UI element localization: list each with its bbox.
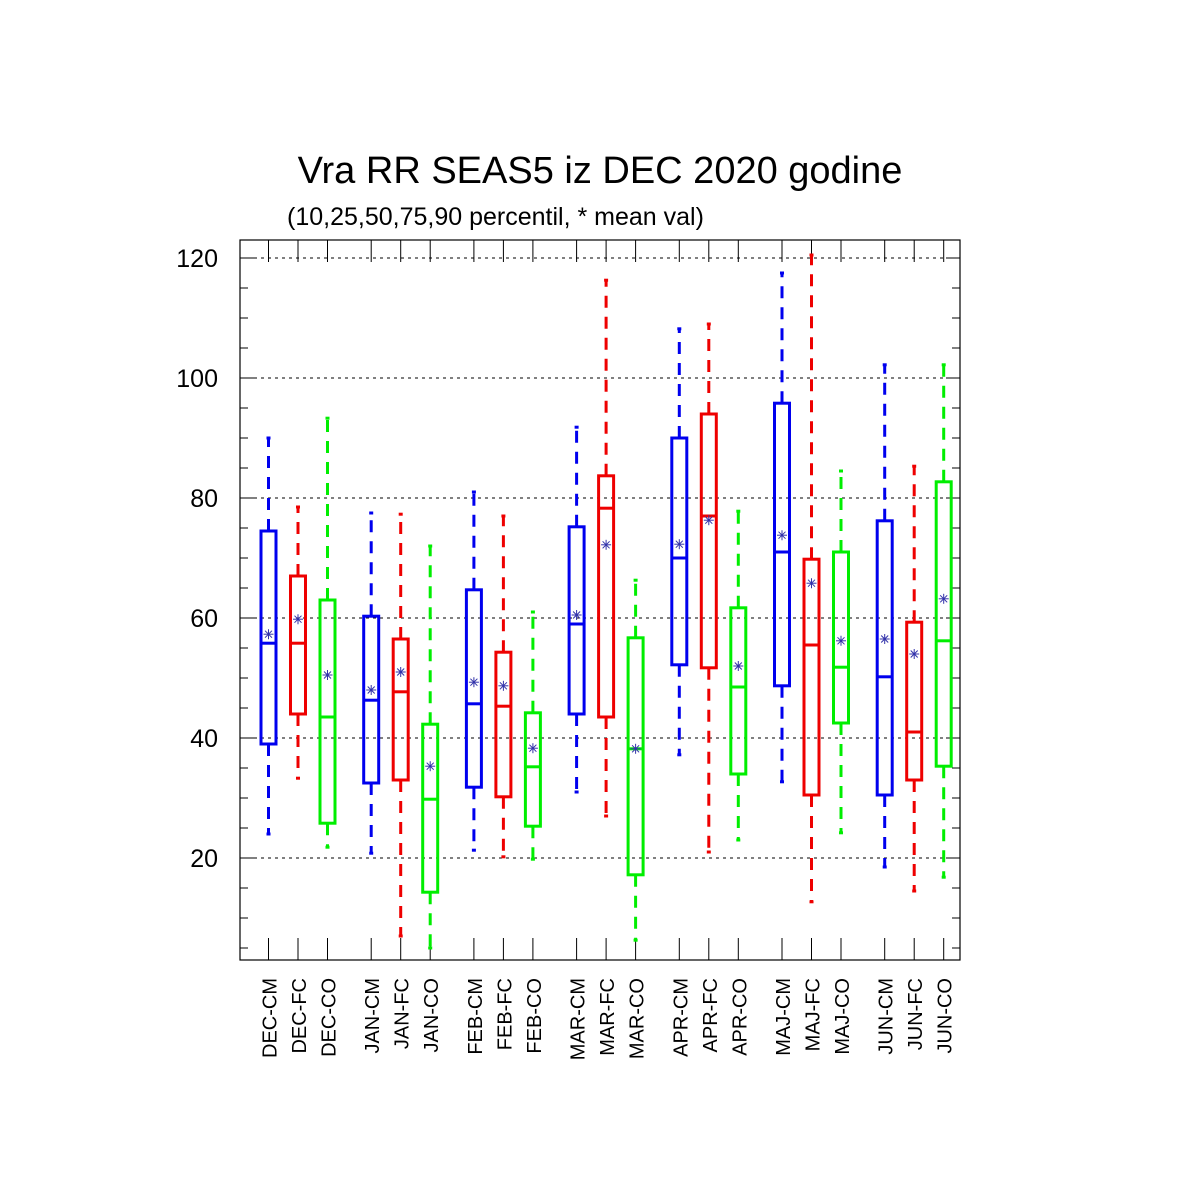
x-tick-label: MAR-CM	[568, 978, 590, 1060]
jan-fc-mean-marker	[396, 668, 405, 676]
mar-cm-mean-marker	[572, 611, 581, 619]
x-tick-label: MAJ-FC	[803, 978, 825, 1051]
x-tick-label: APR-CM	[670, 978, 692, 1057]
y-tick-label: 100	[176, 365, 218, 393]
feb-fc-box	[494, 650, 513, 799]
apr-cm-box	[670, 436, 689, 667]
y-tick-label: 40	[190, 725, 218, 753]
y-tick-label: 60	[190, 605, 218, 633]
dec-co-box	[318, 598, 337, 825]
dec-co-mean-marker	[323, 671, 332, 679]
jan-fc-box	[391, 637, 410, 782]
jun-cm-box	[875, 519, 894, 797]
mar-fc-mean-marker	[602, 540, 610, 549]
apr-fc-box	[699, 412, 718, 670]
feb-cm-box	[464, 588, 483, 789]
jan-co-mean-marker	[426, 762, 435, 771]
apr-cm-mean-marker	[675, 540, 684, 549]
x-tick-label: FEB-CM	[465, 978, 487, 1055]
apr-co-mean-marker	[734, 662, 743, 670]
chart-subtitle: (10,25,50,75,90 percentil, * mean val)	[287, 203, 704, 231]
jun-fc-box	[905, 620, 924, 782]
jun-co-box	[934, 480, 953, 768]
jan-cm-mean-marker	[367, 686, 376, 694]
maj-fc-mean-marker	[807, 579, 816, 588]
x-tick-label: DEC-CO	[319, 978, 341, 1057]
jan-co-box	[421, 722, 440, 894]
jun-cm-mean-marker	[880, 635, 889, 643]
x-tick-label: MAR-CO	[627, 978, 649, 1059]
feb-co-box	[523, 711, 542, 828]
maj-cm-mean-marker	[778, 531, 786, 540]
feb-cm-mean-marker	[470, 678, 478, 687]
x-tick-label: JUN-FC	[905, 978, 927, 1050]
x-tick-label: JAN-CO	[421, 978, 443, 1052]
maj-cm-box	[773, 401, 791, 688]
x-tick-label: JAN-CM	[362, 978, 384, 1054]
chart-title: Vra RR SEAS5 iz DEC 2020 godine	[297, 150, 903, 192]
y-tick-label: 120	[176, 245, 218, 273]
dec-cm-mean-marker	[264, 630, 273, 639]
maj-co-box	[832, 550, 850, 725]
jun-co-mean-marker	[939, 594, 948, 603]
x-tick-label: DEC-CM	[260, 978, 282, 1058]
maj-co-mean-marker	[837, 636, 845, 645]
mar-cm-box	[567, 525, 586, 716]
feb-co-mean-marker	[529, 744, 537, 753]
x-tick-label: APR-FC	[700, 978, 722, 1052]
y-tick-label: 80	[190, 485, 218, 513]
x-tick-label: JUN-CM	[876, 978, 898, 1055]
x-tick-label: JUN-CO	[935, 978, 957, 1054]
x-tick-label: MAJ-CO	[832, 978, 854, 1055]
x-tick-label: MAJ-CM	[773, 978, 795, 1056]
x-tick-label: APR-CO	[729, 978, 751, 1056]
mar-co-box	[626, 636, 645, 877]
x-tick-label: JAN-FC	[392, 978, 414, 1049]
mar-co-mean-marker	[631, 744, 640, 753]
y-tick-label: 20	[190, 845, 218, 873]
x-tick-label: FEB-FC	[494, 978, 516, 1050]
x-tick-label: FEB-CO	[524, 978, 546, 1054]
apr-co-box	[729, 606, 748, 776]
mar-fc-box	[597, 474, 616, 719]
feb-fc-mean-marker	[499, 681, 508, 690]
dec-fc-box	[289, 574, 307, 716]
x-tick-label: MAR-FC	[597, 978, 619, 1056]
plot-frame	[239, 239, 961, 961]
x-tick-label: DEC-FC	[289, 978, 311, 1054]
dec-fc-mean-marker	[294, 615, 302, 624]
dec-cm-box	[259, 529, 278, 746]
apr-fc-mean-marker	[704, 516, 713, 525]
jun-fc-mean-marker	[910, 650, 919, 658]
maj-fc-box	[802, 557, 821, 797]
